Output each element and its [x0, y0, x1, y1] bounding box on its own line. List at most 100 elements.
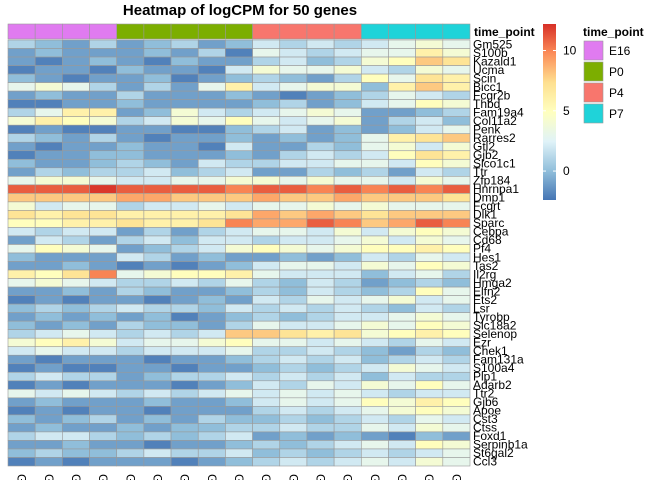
heatmap-cell — [360, 235, 389, 245]
heatmap-cell — [143, 227, 172, 237]
row-label: Ccl3 — [473, 455, 497, 469]
heatmap-cell — [62, 329, 90, 339]
heatmap-cell — [170, 227, 199, 237]
heatmap-cell — [360, 337, 389, 348]
heatmap-cell — [252, 150, 281, 160]
heatmap-cell — [89, 116, 118, 126]
heatmap-cell — [252, 99, 281, 109]
heatmap-cell — [34, 414, 63, 424]
heatmap-cell — [116, 235, 145, 245]
heatmap-cell — [442, 184, 471, 194]
annotation-cell — [279, 23, 308, 40]
row-label: Serpinb1a — [473, 438, 528, 452]
legend-label: P4 — [609, 86, 624, 100]
row-label: Lsr — [473, 301, 490, 315]
heatmap-cell — [89, 184, 118, 194]
heatmap-cell — [116, 201, 145, 211]
heatmap-cell — [388, 406, 416, 416]
heatmap-cell — [116, 346, 145, 356]
row-label: Cst3 — [473, 412, 498, 426]
heatmap-cell — [225, 141, 253, 152]
heatmap-cell — [279, 141, 308, 152]
heatmap-cell — [197, 363, 226, 373]
heatmap-cell — [360, 73, 389, 83]
heatmap-cell — [306, 184, 335, 194]
heatmap-cell — [197, 354, 226, 365]
heatmap-cell — [34, 158, 63, 169]
heatmap-cell — [7, 320, 36, 330]
heatmap-cell — [306, 354, 335, 365]
heatmap-cell — [388, 286, 416, 296]
heatmap-cell — [360, 107, 389, 117]
heatmap-cell — [62, 261, 90, 271]
heatmap-cell — [34, 244, 63, 254]
heatmap-cell — [89, 107, 118, 117]
heatmap-cell — [197, 244, 226, 254]
heatmap-cell — [279, 227, 308, 237]
heatmap-cell — [225, 312, 253, 322]
heatmap-cell — [225, 448, 253, 458]
heatmap-cell — [442, 278, 471, 288]
heatmap-cell — [143, 133, 172, 143]
row-label: Ucma — [473, 63, 505, 77]
heatmap-cell — [415, 397, 444, 407]
heatmap-cell — [442, 48, 471, 58]
heatmap-cell — [34, 235, 63, 245]
heatmap-cell — [116, 210, 145, 220]
heatmap-cell — [197, 286, 226, 296]
annotation-cell — [388, 23, 416, 40]
heatmap-cell — [143, 380, 172, 390]
heatmap-cell — [415, 431, 444, 441]
heatmap-cell — [388, 346, 416, 356]
heatmap-cell — [252, 90, 281, 100]
heatmap-cell — [89, 227, 118, 237]
heatmap-cell — [143, 107, 172, 117]
heatmap-cell — [415, 363, 444, 373]
heatmap-cell — [197, 141, 226, 152]
heatmap-cell — [7, 346, 36, 356]
row-label: Il2rg — [473, 267, 496, 281]
heatmap-cell — [34, 380, 63, 390]
annotation-cell — [170, 23, 199, 40]
heatmap-cell — [252, 303, 281, 313]
heatmap-cell — [279, 457, 308, 467]
heatmap-cell — [333, 158, 362, 169]
heatmap-cell — [225, 210, 253, 220]
heatmap-cell — [197, 448, 226, 458]
heatmap-cell — [360, 218, 389, 228]
heatmap-cell — [62, 235, 90, 245]
heatmap-cell — [116, 227, 145, 237]
heatmap-cell — [415, 39, 444, 49]
heatmap-cell — [225, 90, 253, 100]
heatmap-cell — [197, 82, 226, 92]
heatmap-cell — [279, 320, 308, 330]
heatmap-cell — [225, 278, 253, 288]
heatmap-cell — [89, 167, 118, 177]
row-label: Hnrnpa1 — [473, 182, 519, 196]
heatmap-cell — [62, 346, 90, 356]
heatmap-cell — [143, 48, 172, 58]
heatmap-cell — [415, 150, 444, 160]
heatmap-cell — [7, 124, 36, 135]
row-label: Foxd1 — [473, 429, 507, 443]
row-label: Adarb2 — [473, 378, 512, 392]
heatmap-cell — [7, 99, 36, 109]
heatmap-cell — [415, 90, 444, 100]
heatmap-cell — [34, 261, 63, 271]
heatmap-cell — [360, 380, 389, 390]
heatmap-cell — [442, 158, 471, 169]
heatmap-cell — [252, 397, 281, 407]
heatmap-cell — [360, 82, 389, 92]
heatmap-cell — [143, 303, 172, 313]
heatmap-cell — [415, 457, 444, 467]
annotation-cell — [442, 23, 471, 40]
heatmap-cell — [143, 448, 172, 458]
heatmap-cell — [388, 440, 416, 450]
heatmap-cell — [252, 141, 281, 152]
heatmap-cell — [306, 371, 335, 382]
heatmap-cell — [7, 397, 36, 407]
heatmap-cell — [170, 244, 199, 254]
heatmap-cell — [388, 269, 416, 279]
heatmap-cell — [279, 48, 308, 58]
row-label: Elfn2 — [473, 284, 501, 298]
